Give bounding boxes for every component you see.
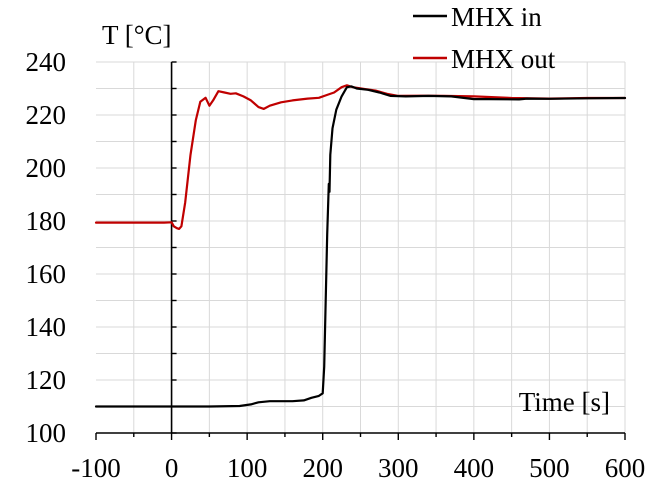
y-tick-label: 160 xyxy=(26,259,67,289)
y-tick-label: 240 xyxy=(26,47,67,77)
x-tick-label: 300 xyxy=(378,453,419,483)
x-axis-title: Time [s] xyxy=(519,387,610,417)
grid-lines xyxy=(96,61,626,433)
y-tick-label: 100 xyxy=(26,418,67,448)
legend-label-mhx-in: MHX in xyxy=(451,2,542,32)
series-line-mhx-in xyxy=(94,85,627,408)
y-axis-title: T [°C] xyxy=(102,20,172,50)
y-tick-label: 140 xyxy=(26,312,67,342)
x-tick-label: 100 xyxy=(227,453,268,483)
axes: 100 120 140 160 180 200 220 240 -100 0 100 200 300 40… xyxy=(26,47,646,483)
series-lines xyxy=(94,84,627,408)
legend: MHX in MHX out xyxy=(413,2,556,74)
x-tick-label: 500 xyxy=(529,453,570,483)
x-tick-label: -100 xyxy=(71,453,121,483)
y-tick-label: 200 xyxy=(26,153,67,183)
y-tick-label: 180 xyxy=(26,206,67,236)
x-tick-label: 600 xyxy=(605,453,646,483)
y-tick-label: 120 xyxy=(26,365,67,395)
y-tick-label: 220 xyxy=(26,100,67,130)
x-tick-label: 200 xyxy=(302,453,343,483)
legend-label-mhx-out: MHX out xyxy=(451,44,556,74)
x-tick-label: 0 xyxy=(165,453,179,483)
x-tick-label: 400 xyxy=(454,453,495,483)
